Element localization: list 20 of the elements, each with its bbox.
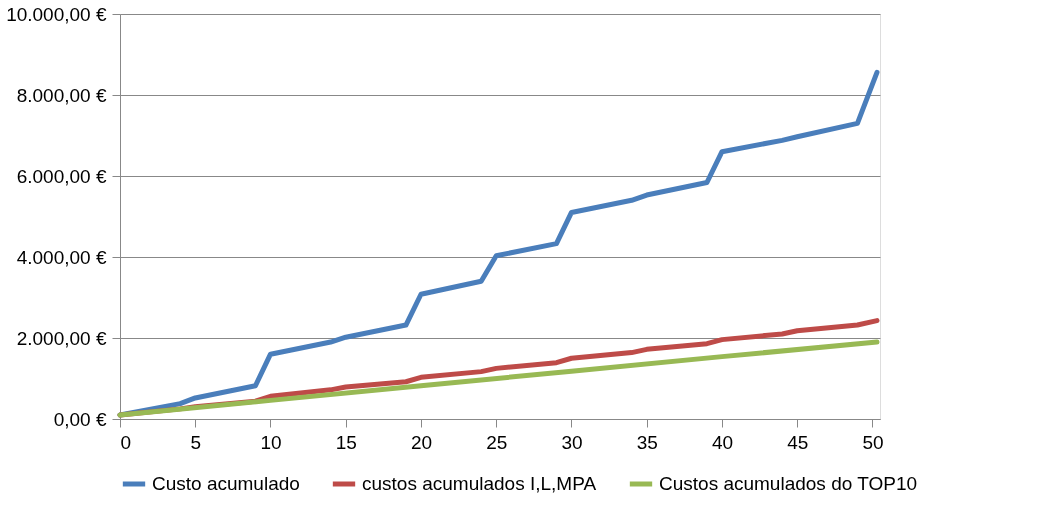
x-tick-label: 25	[486, 431, 508, 453]
x-tick-label: 45	[787, 431, 809, 453]
y-tick-label: 0,00 €	[53, 408, 107, 430]
y-tick-label: 2.000,00 €	[16, 327, 107, 349]
x-tick-label: 30	[561, 431, 583, 453]
x-tick-label: 50	[862, 431, 884, 453]
legend-label: Custos acumulados do TOP10	[659, 473, 918, 494]
x-tick-label: 40	[711, 431, 734, 453]
y-tick-label: 10.000,00 €	[6, 3, 107, 25]
x-tick-label: 10	[260, 431, 282, 453]
x-tick-label: 0	[120, 431, 132, 453]
x-tick-label: 5	[190, 431, 202, 453]
x-tick-label: 15	[335, 431, 357, 453]
y-tick-label: 8.000,00 €	[16, 84, 107, 106]
legend-label: Custo acumulado	[152, 473, 300, 494]
x-tick-label: 20	[410, 431, 433, 453]
y-tick-label: 4.000,00 €	[16, 246, 107, 268]
y-tick-label: 6.000,00 €	[16, 165, 107, 187]
legend-label: custos acumulados I,L,MPA	[362, 473, 597, 494]
x-tick-label: 35	[636, 431, 658, 453]
